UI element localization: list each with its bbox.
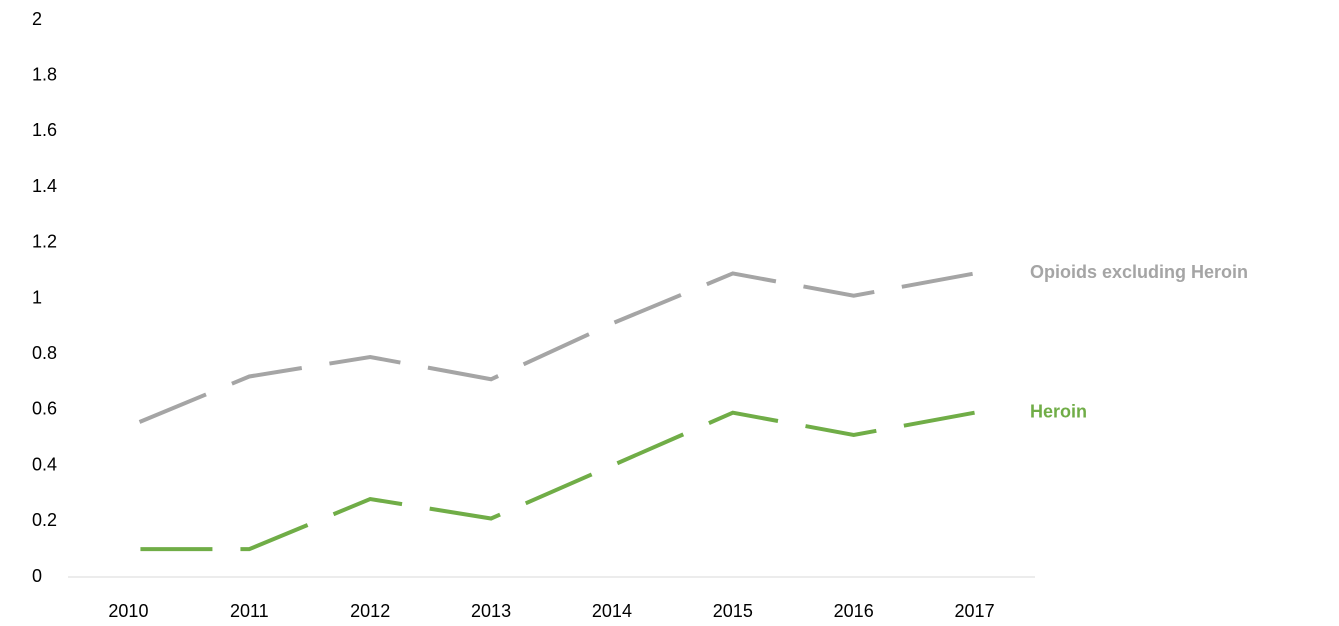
y-tick-label: 0.2: [32, 510, 57, 530]
x-tick-label: 2014: [592, 601, 632, 621]
x-tick-label: 2011: [230, 601, 269, 621]
x-tick-label: 2015: [713, 601, 753, 621]
y-tick-label: 1.6: [32, 120, 57, 140]
y-tick-label: 1.2: [32, 232, 57, 252]
x-tick-label: 2010: [108, 601, 148, 621]
y-tick-label: 1.8: [32, 64, 57, 84]
y-tick-label: 2: [32, 9, 42, 29]
y-tick-label: 0.4: [32, 454, 57, 474]
x-tick-label: 2016: [834, 601, 874, 621]
series-label: Opioids excluding Heroin: [1030, 262, 1248, 282]
line-series: [127, 271, 975, 429]
y-tick-label: 0: [32, 566, 42, 586]
x-tick-label: 2012: [350, 601, 390, 621]
y-tick-label: 1: [32, 287, 42, 307]
y-tick-label: 1.4: [32, 176, 57, 196]
line-series: [128, 410, 975, 552]
x-tick-label: 2013: [471, 601, 511, 621]
series-label: Heroin: [1030, 401, 1087, 421]
y-tick-label: 0.8: [32, 343, 57, 363]
x-tick-label: 2017: [955, 601, 995, 621]
y-tick-label: 0.6: [32, 399, 57, 419]
